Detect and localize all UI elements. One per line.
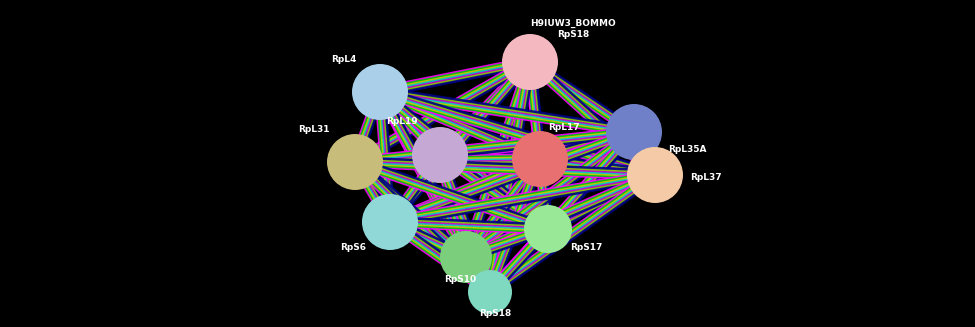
Circle shape <box>352 64 408 120</box>
Circle shape <box>362 194 418 250</box>
Text: RpL4: RpL4 <box>331 55 356 63</box>
Text: RpS18: RpS18 <box>479 308 511 318</box>
Circle shape <box>440 231 492 283</box>
Circle shape <box>606 104 662 160</box>
Text: RpL31: RpL31 <box>298 126 330 134</box>
Text: RpL19: RpL19 <box>386 117 418 127</box>
Text: RpL17: RpL17 <box>548 123 579 131</box>
Circle shape <box>468 270 512 314</box>
Circle shape <box>412 127 468 183</box>
Text: H9IUW3_BOMMO
RpS18: H9IUW3_BOMMO RpS18 <box>530 19 616 39</box>
Circle shape <box>327 134 383 190</box>
Text: RpS17: RpS17 <box>570 243 603 251</box>
Text: RpL37: RpL37 <box>690 173 722 181</box>
Circle shape <box>524 205 572 253</box>
Text: RpL35A: RpL35A <box>668 145 707 153</box>
Text: RpS6: RpS6 <box>340 243 366 251</box>
Text: RpS10: RpS10 <box>444 276 476 284</box>
Circle shape <box>512 131 568 187</box>
Circle shape <box>627 147 683 203</box>
Circle shape <box>502 34 558 90</box>
